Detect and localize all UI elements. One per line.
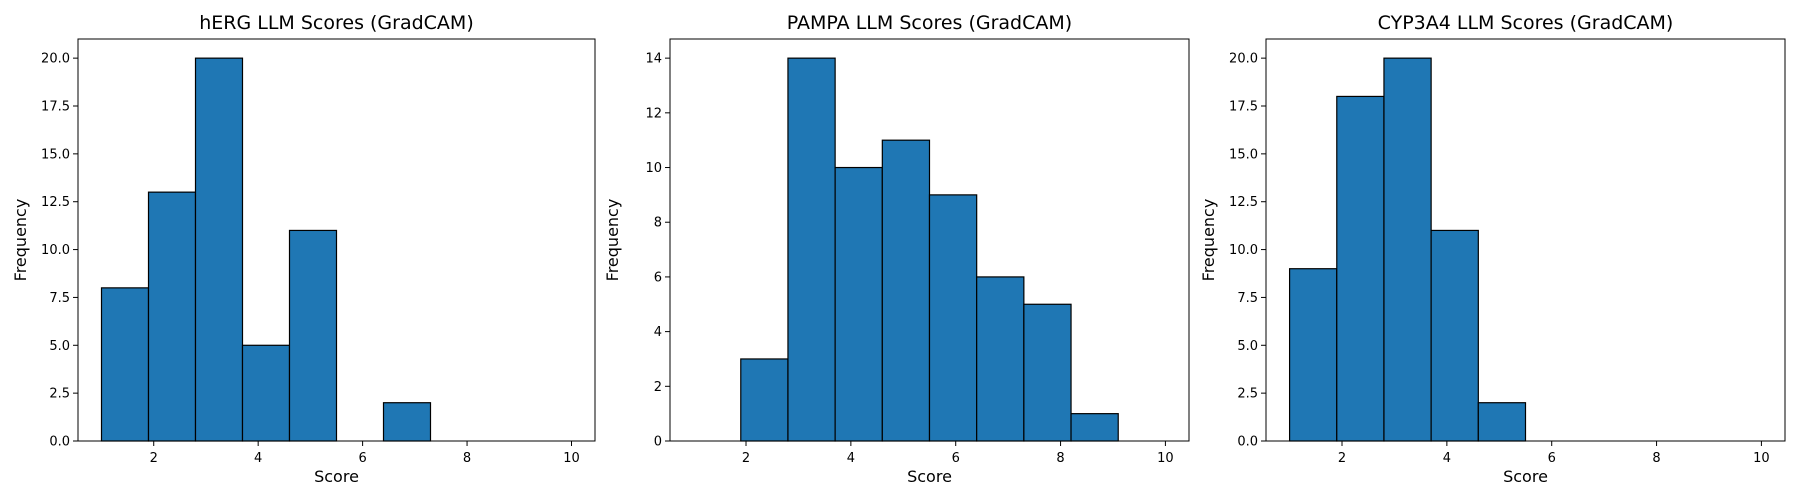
x-tick-label: 10: [563, 451, 580, 466]
y-tick-label: 5.0: [1237, 339, 1258, 354]
y-tick-label: 7.5: [49, 291, 70, 306]
chart-panel-3: 2 4 6 8 10 0.0 2.5 5.0 7.5 10.0 12.5 15.0 17.5 20.0 CY…: [1199, 12, 1786, 486]
y-tick-label: 12.5: [41, 195, 70, 210]
histogram-bar: [288, 229, 338, 442]
histogram-bar: [147, 191, 197, 442]
x-axis-label: Score: [907, 467, 952, 486]
histogram-bar: [1336, 95, 1385, 442]
y-tick-label: 7.5: [1237, 291, 1258, 306]
histogram-bar: [834, 166, 883, 442]
x-tick-label: 2: [150, 451, 158, 466]
y-tick-label: 15.0: [41, 147, 70, 162]
x-axis-label: Score: [1503, 467, 1548, 486]
x-tick-label: 2: [742, 451, 750, 466]
histogram-bar: [928, 194, 978, 442]
x-axis-label: Score: [314, 467, 359, 486]
y-tick-label: 6: [654, 270, 662, 285]
histogram-bar: [100, 287, 150, 442]
y-tick-label: 2.5: [49, 387, 70, 402]
x-tick-label: 4: [254, 451, 262, 466]
chart-title: hERG LLM Scores (GradCAM): [199, 12, 474, 34]
y-tick-label: 10.0: [41, 243, 70, 258]
y-tick-label: 12: [645, 106, 662, 121]
y-tick-label: 10.0: [1229, 243, 1258, 258]
y-tick-label: 12.5: [1229, 195, 1258, 210]
y-tick-label: 14: [645, 52, 662, 67]
histogram-bar: [382, 402, 432, 442]
y-axis-label: Frequency: [603, 199, 622, 282]
y-axis-label: Frequency: [1199, 199, 1218, 282]
x-tick-label: 4: [1443, 451, 1451, 466]
y-tick-label: 5.0: [49, 339, 70, 354]
histogram-bar: [881, 139, 931, 442]
y-tick-label: 8: [654, 216, 662, 231]
x-tick-label: 6: [358, 451, 366, 466]
histogram-bar: [241, 344, 291, 442]
chart-title: PAMPA LLM Scores (GradCAM): [787, 12, 1072, 34]
histogram-bar: [1383, 57, 1432, 442]
plot-frame: [669, 38, 1190, 442]
chart-panel-1: 2 4 6 8 10 0.0 2.5 5.0 7.5 10.0 12.5 15.0 17.5 20.0 hE…: [11, 12, 596, 486]
chart-panel-2: 2 4 6 8 10 0 2 4 6 8 10 12 14 PAMPA LLM Scores (GradC…: [603, 12, 1190, 486]
y-tick-label: 4: [654, 325, 662, 340]
y-tick-label: 2: [654, 380, 662, 395]
histogram-bar: [1023, 303, 1072, 442]
histogram-bar: [1477, 402, 1527, 442]
chart-title: CYP3A4 LLM Scores (GradCAM): [1378, 12, 1674, 34]
y-tick-label: 15.0: [1229, 147, 1258, 162]
plot-frame: [1265, 38, 1786, 442]
y-axis-label: Frequency: [11, 199, 30, 282]
histogram-bar: [1070, 413, 1119, 442]
x-tick-label: 10: [1753, 451, 1770, 466]
histogram-bar: [1430, 229, 1479, 442]
histogram-bar: [1288, 268, 1338, 442]
x-tick-label: 8: [1056, 451, 1064, 466]
histogram-bar: [787, 57, 836, 442]
y-tick-label: 20.0: [1229, 52, 1258, 67]
histogram-bar: [740, 358, 789, 442]
x-tick-label: 2: [1338, 451, 1346, 466]
y-tick-label: 20.0: [41, 52, 70, 67]
x-tick-label: 10: [1157, 451, 1174, 466]
x-tick-label: 4: [847, 451, 855, 466]
y-tick-label: 0.0: [1237, 435, 1258, 450]
x-tick-label: 8: [1652, 451, 1660, 466]
y-tick-label: 17.5: [1229, 100, 1258, 115]
histogram-bar: [194, 57, 244, 442]
y-tick-label: 10: [645, 161, 662, 176]
x-tick-label: 6: [952, 451, 960, 466]
y-tick-label: 0.0: [49, 435, 70, 450]
x-tick-label: 8: [463, 451, 471, 466]
y-tick-label: 0: [654, 435, 662, 450]
plot-frame: [77, 38, 596, 442]
y-tick-label: 17.5: [41, 100, 70, 115]
histogram-bar: [976, 276, 1025, 442]
y-tick-label: 2.5: [1237, 387, 1258, 402]
x-tick-label: 6: [1548, 451, 1556, 466]
